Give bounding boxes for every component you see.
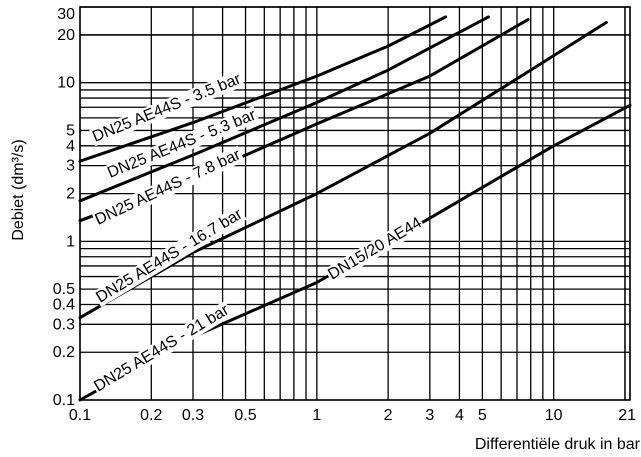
curve-label-background [90,300,234,396]
x-tick-label: 0.5 [234,407,256,424]
series-line [78,20,608,320]
y-tick-label: 0.1 [53,392,75,409]
curve-label-background [104,106,260,183]
curve-label-background [92,204,247,307]
y-tick-label: 10 [57,75,75,92]
curve-label-background [91,145,245,230]
x-tick-label: 1 [312,407,321,424]
y-tick-label: 3 [66,158,75,175]
y-axis-title: Debiet (dm³/s) [10,139,27,240]
curve-label-background [324,213,426,284]
x-axis-title: Differentiële druk in bar [475,436,641,453]
plot-frame [79,6,631,401]
x-tick-label: 2 [384,407,393,424]
y-tick-label: 30 [57,6,75,23]
x-tick-label: 0.1 [69,407,91,424]
x-tick-label: 21 [618,407,636,424]
y-tick-label: 0.2 [53,344,75,361]
y-tick-label: 0.5 [53,281,75,298]
x-tick-label: 5 [478,407,487,424]
x-tick-label: 10 [545,407,563,424]
y-tick-label: 20 [57,27,75,44]
x-tick-label: 0.3 [182,407,204,424]
curve-label-background [89,70,245,147]
grid-lines [79,6,631,401]
curve-label: DN25 AE44S - 21 bar [91,301,232,395]
y-tick-label: 4 [66,138,75,155]
y-tick-label: 5 [66,122,75,139]
series-line [78,15,448,163]
series-line [78,15,490,203]
x-tick-label: 4 [455,407,464,424]
y-tick-label: 2 [66,186,75,203]
y-tick-label: 0.4 [53,296,75,313]
tick-labels: 0.1 0.2 0.3 0.5 1 2 3 4 5 10 210.10.20.30.40.51234… [53,6,636,424]
x-tick-label: 0.2 [140,407,162,424]
y-tick-label: 1 [66,233,75,250]
y-tick-label: 0.3 [53,316,75,333]
x-tick-label: 3 [425,407,434,424]
